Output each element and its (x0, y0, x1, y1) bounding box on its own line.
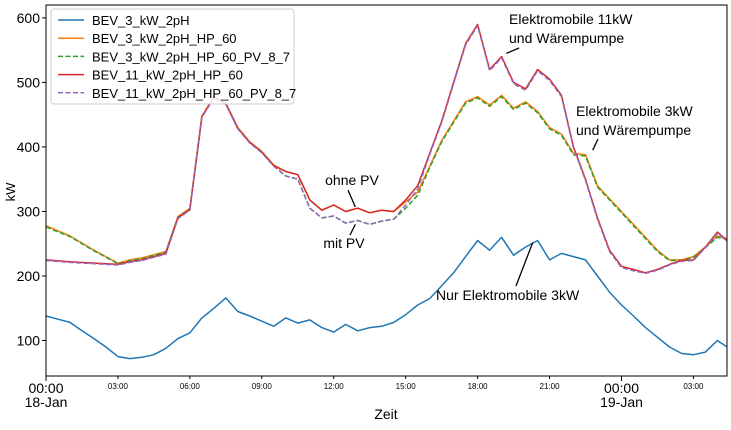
y-tick-label: 100 (17, 333, 41, 349)
legend-box (50, 8, 295, 105)
annotation-ev3-only-arrow (515, 242, 534, 287)
annotation-mit-pv-label: mit PV (323, 235, 365, 251)
x-tick-date-label: 18-Jan (25, 394, 68, 410)
annotation-ev3-only-label: Nur Elektromobile 3kW (436, 287, 580, 303)
x-tick-label: 18:00 (468, 382, 489, 391)
x-tick-label: 09:00 (252, 382, 273, 391)
y-tick-label: 500 (17, 74, 41, 90)
annotation-mit-pv-arrow (349, 224, 356, 236)
annotation-ev11-arrow (506, 47, 520, 54)
series-lines (46, 23, 727, 360)
axes-frame (45, 4, 728, 377)
x-tick-label: 03:00 (108, 382, 129, 391)
annotation-ev11-label: Elektromobile 11kW (509, 11, 633, 27)
x-tick-label: 00:00 (604, 380, 639, 396)
x-tick-label: 21:00 (540, 382, 561, 391)
annotations: Elektromobile 11kW und Wärempumpe Elektrom… (323, 11, 693, 303)
y-tick-label: 400 (17, 139, 41, 155)
legend: BEV_3_kW_2pH BEV_3_kW_2pH_HP_60 BEV_3_kW_2… (50, 8, 296, 105)
x-axis-label: Zeit (374, 406, 397, 422)
legend-label: BEV_3_kW_2pH_HP_60_PV_8_7 (92, 49, 290, 64)
annotation-ev3-arrow (592, 138, 599, 151)
y-axis-label: kW (3, 182, 18, 202)
y-tick-label: 300 (17, 203, 41, 219)
x-tick-label: 06:00 (180, 382, 201, 391)
annotation-ev3-label: Elektromobile 3kW (576, 103, 693, 119)
legend-label: BEV_3_kW_2pH (92, 13, 190, 28)
x-tick-label: 00:00 (28, 380, 63, 396)
annotation-ohne-pv-label: ohne PV (325, 172, 379, 188)
annotation-ev3-label-2: und Wärempumpe (576, 122, 691, 138)
series-line-1 (46, 236, 727, 360)
x-tick-label: 15:00 (396, 382, 417, 391)
legend-label: BEV_3_kW_2pH_HP_60 (92, 31, 237, 46)
x-tick-label: 03:00 (683, 382, 704, 391)
y-tick-label: 600 (17, 10, 41, 26)
legend-label: BEV_11_kW_2pH_HP_60 (92, 68, 243, 83)
annotation-ohne-pv-arrow (347, 189, 356, 208)
legend-label: BEV_11_kW_2pH_HP_60_PV_8_7 (92, 86, 296, 101)
y-tick-label: 200 (17, 268, 41, 284)
x-tick-date-label: 19-Jan (600, 394, 643, 410)
x-tick-label: 12:00 (324, 382, 345, 391)
series-line-5 (46, 24, 727, 275)
annotation-ev11-label-2: und Wärempumpe (509, 30, 624, 46)
